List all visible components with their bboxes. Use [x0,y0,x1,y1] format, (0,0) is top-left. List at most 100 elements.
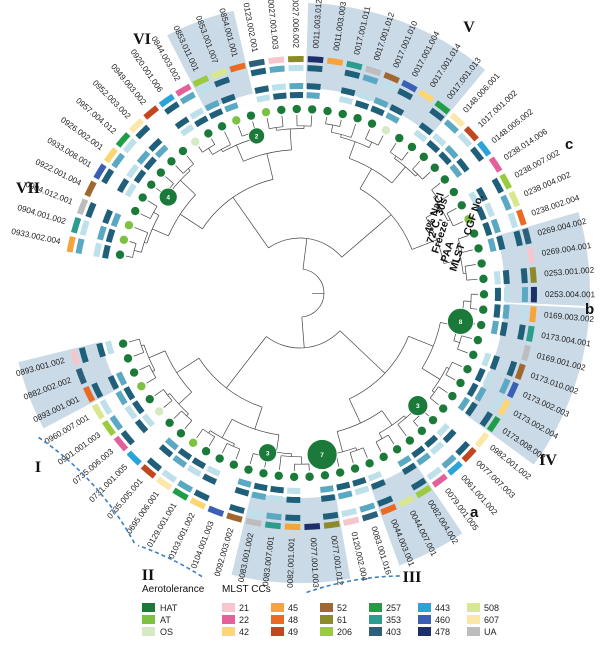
ring-heat-cell [189,107,205,120]
ring-nacl-cell [272,92,287,100]
tree-branch [421,368,441,380]
ring-heat-cell [186,464,202,478]
isolate-label: 0123.002.001 [241,2,259,53]
ring-mlst-cell [70,349,81,366]
ring-paa-cell [362,74,379,85]
legend-swatch-cc [222,603,235,612]
tip-node-hat [178,146,188,156]
ring-nacl-cell [115,371,128,386]
tree-branch [453,221,464,227]
tree-arc [375,434,389,443]
tree-branch [359,168,372,190]
tree-branch [129,241,137,244]
ring-mlst-cell [434,100,451,115]
tree-branch [377,135,384,146]
ring-paa-cell [322,511,339,520]
ring-paa-cell [498,378,511,395]
tree-branch [134,227,148,233]
ring-heat-cell [474,386,487,402]
ring-heat-cell [490,218,501,234]
ring-mlst-cell [497,399,511,416]
legend-label: 607 [484,615,499,625]
ring-nacl-cell [370,105,385,117]
ring-mlst-cell [126,450,142,466]
tree-branch [281,115,284,127]
ring-nacl-cell [123,386,136,401]
ring-mlst-cell [516,209,527,226]
ring-nacl-cell [338,96,354,105]
tree-arc [210,430,235,445]
legend-swatch-cc [467,603,480,612]
ring-mlst-cell [189,497,207,510]
tree-branch [349,452,354,463]
legend-swatch-os [142,627,155,636]
ring-heat-cell [373,97,389,109]
isolate-label: 0933.002.004 [10,227,61,246]
tree-branch [141,344,145,347]
ring-heat-cell [97,225,107,241]
legend-label: 353 [386,615,401,625]
ring-mlst-cell [326,57,344,66]
ring-heat-cell [116,178,130,194]
tree-arc [433,196,449,221]
ring-paa-cell [120,430,135,446]
isolate-label: 0120.002.004 [349,531,369,582]
ring-mlst-cell [245,517,262,527]
ring-paa-cell [109,415,124,431]
tree-branch [348,141,356,159]
ring-nacl-cell [141,413,155,428]
group-numeral: VII [16,180,40,197]
ring-paa-cell [491,177,504,194]
ring-nacl-cell [102,244,111,259]
ring-heat-cell [320,494,336,502]
ring-mlst-cell [248,58,265,68]
tree-branch [188,168,191,171]
tree-branch [175,165,184,174]
tree-branch [431,390,435,393]
ring-mlst-cell [342,516,360,526]
legend-swatch-cc [467,627,480,636]
clade-node-count: 2 [255,133,259,140]
ring-paa-cell [410,477,427,491]
tree-branch [266,153,274,180]
ring-heat-cell [126,163,140,179]
tree-branch [348,398,361,424]
ring-heat-cell [124,405,138,420]
ring-nacl-cell [336,481,351,491]
ring-heat-cell [158,444,174,458]
clade-node-count: 8 [459,319,463,326]
ring-paa-cell [455,440,470,456]
tree-branch [233,443,235,447]
ring-nacl-cell [270,485,284,494]
ring-heat-cell [429,441,445,455]
tip-node-hat [479,305,488,314]
tip-node-hat [307,105,317,114]
tree-branch [425,208,442,218]
ring-paa-cell [247,509,264,518]
tip-node-hat [145,394,154,404]
ring-heat-cell [286,496,301,503]
tree-branch [445,374,456,381]
ring-mlst-cell [93,163,107,180]
tip-node-os [154,407,164,416]
ring-nacl-cell [493,304,501,318]
ring-nacl-cell [320,485,334,493]
tree-branch [235,448,241,460]
tree-arc [149,206,158,219]
tip-node-hat [407,142,417,152]
ring-nacl-cell [490,320,499,335]
ring-heat-cell [401,462,417,475]
ring-mlst-cell [84,180,97,198]
ring-nacl-cell [154,144,169,159]
ring-heat-cell [389,104,405,116]
ring-nacl-cell [110,212,122,228]
tip-node-hat [217,122,227,131]
tree-branch [133,352,144,357]
ring-nacl-cell [424,434,439,448]
tree-arc [457,246,464,274]
tip-node-at [464,214,473,224]
tree-branch [411,239,437,250]
ring-mlst-cell [522,227,532,245]
tree-branch [148,350,166,359]
